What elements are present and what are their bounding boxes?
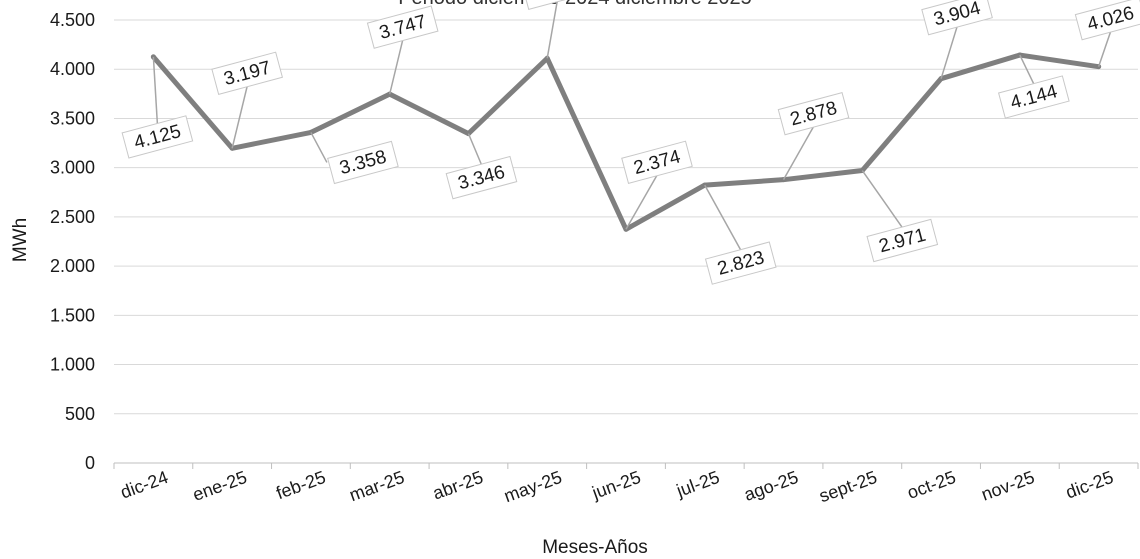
data-label-leader [1019,54,1035,85]
y-tick-label: 4.000 [50,59,95,79]
data-label-box [521,0,594,11]
y-tick-label: 4.500 [50,10,95,30]
x-tick-label: mar-25 [347,467,407,505]
data-label-leader [625,174,658,230]
data-label-box [866,218,939,263]
x-tick-label: ago-25 [741,467,801,505]
data-label-box [777,91,850,136]
data-label: 2.823 [704,184,777,285]
series-line [150,52,1102,232]
data-label-leader [1097,31,1112,67]
data-label-leader [467,133,483,165]
y-axis-title: MWh [10,218,31,262]
data-label-leader [861,170,903,228]
x-tick-label: jun-25 [589,467,644,503]
y-tick-label: 2.000 [50,256,95,276]
x-tick-label: jul-25 [673,467,722,501]
x-axis-ticks: dic-24 ene-25 feb-25 mar-25 abr-25 may-25 jun-… [118,467,1116,506]
data-label: 2.878 [777,91,850,181]
series-line-group [150,52,1102,232]
data-label: 2.971 [861,170,939,263]
data-label: 4.144 [997,54,1070,119]
data-label: 2.374 [621,140,693,230]
y-tick-label: 1.500 [50,305,95,325]
data-label-box [366,5,439,49]
y-tick-label: 3.000 [50,158,95,178]
data-label: 3.747 [366,5,439,95]
x-axis [113,462,1139,469]
data-label-leader [704,184,742,251]
data-label-box [704,241,777,285]
data-label-leader [388,39,404,95]
data-label-box [997,75,1070,119]
y-tick-label: 2.500 [50,207,95,227]
data-label-box [621,140,693,185]
data-label-leader [546,1,558,59]
x-tick-label: feb-25 [273,467,328,503]
data-label-leader [940,26,958,79]
y-tick-label: 1.000 [50,355,95,375]
data-label: 3.346 [445,133,518,200]
y-tick-label: 0 [85,453,95,473]
data-label: 3.904 [921,0,993,79]
data-label-box [921,0,993,36]
data-label-leader [152,56,159,124]
data-label: 4.125 [121,56,194,159]
y-tick-label: 3.500 [50,108,95,128]
x-tick-label: abr-25 [430,467,486,504]
data-label-box [121,115,194,159]
x-tick-label: dic-25 [1063,467,1116,503]
data-label-box [211,51,284,95]
x-tick-label: ene-25 [190,467,250,505]
data-label-box [445,155,518,200]
data-label: 4.026 [1074,0,1140,67]
data-label: 3.358 [310,132,399,185]
data-label-box [327,140,399,185]
y-axis-ticks: 0 500 1.000 1.500 2.000 2.500 3.000 3.500 4.000 4… [50,10,95,473]
data-label-leader [782,126,815,181]
x-tick-label: nov-25 [979,467,1038,505]
data-label-leader [231,86,248,149]
x-tick-label: dic-24 [118,467,171,503]
x-tick-label: may-25 [501,467,564,506]
data-label-leader [310,132,328,163]
data-label: 4.111 [521,0,594,59]
x-axis-title: Meses-Años [542,537,648,558]
data-label-box [1074,0,1140,41]
x-tick-label: oct-25 [905,467,959,503]
chart-title: Periodo diciembre 2024 diciembre 2025 [398,0,752,9]
x-tick-label: sept-25 [816,467,879,506]
y-tick-label: 500 [65,404,95,424]
